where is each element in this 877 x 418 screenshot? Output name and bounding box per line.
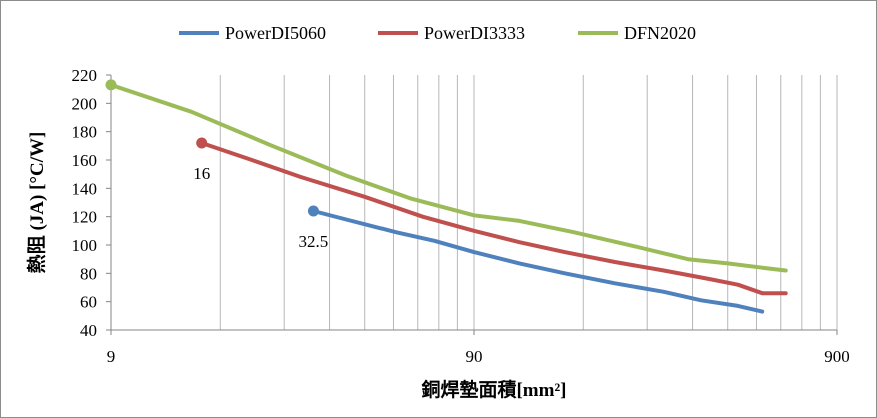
legend-label: DFN2020 — [624, 23, 696, 43]
y-tick-label: 140 — [72, 179, 98, 198]
y-tick-label: 60 — [80, 293, 97, 312]
series-layer — [105, 79, 788, 314]
series-marker-dfn2020 — [105, 79, 117, 91]
series-marker-powerdi3333 — [196, 137, 208, 149]
legend: PowerDI5060 PowerDI3333 DFN2020 — [179, 23, 696, 43]
legend-label: PowerDI3333 — [424, 23, 525, 43]
y-axis-title: 熱阻 (JA) [°C/W] — [25, 132, 48, 274]
data-labels: 16 32.5 — [193, 164, 328, 251]
axes: 40 60 80 100 120 140 160 180 200 220 9 90 900 — [72, 66, 850, 366]
legend-label: PowerDI5060 — [225, 23, 326, 43]
x-axis-title: 銅焊墊面積[mm²] — [421, 378, 566, 401]
data-label: 32.5 — [299, 232, 329, 251]
series-marker-powerdi5060 — [307, 205, 319, 217]
x-tick-label: 9 — [107, 347, 116, 366]
y-tick-label: 160 — [72, 151, 98, 170]
series-line-powerdi3333 — [199, 141, 788, 296]
grid-lines — [219, 75, 838, 330]
series-line-powerdi5060 — [311, 209, 765, 314]
y-tick-label: 200 — [72, 94, 98, 113]
y-tick-label: 100 — [72, 236, 98, 255]
data-label: 16 — [193, 164, 210, 183]
y-tick-label: 120 — [72, 208, 98, 227]
y-tick-label: 40 — [80, 321, 97, 340]
series-line-dfn2020 — [109, 82, 788, 273]
y-tick-label: 180 — [72, 123, 98, 142]
y-tick-label: 220 — [72, 66, 98, 85]
x-tick-label: 90 — [466, 347, 483, 366]
y-tick-label: 80 — [80, 264, 97, 283]
x-tick-label: 900 — [824, 347, 850, 366]
